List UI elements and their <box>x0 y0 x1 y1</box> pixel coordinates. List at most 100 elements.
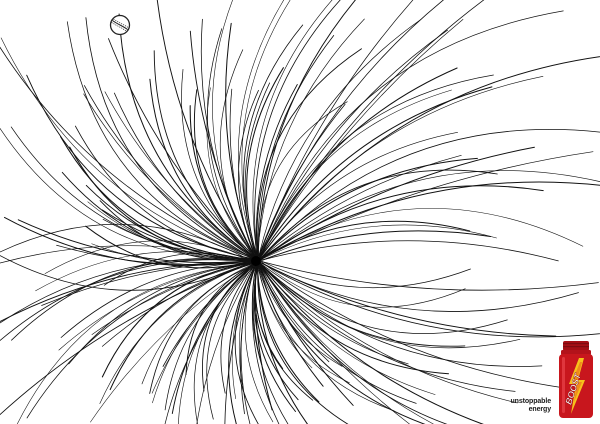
burst-line <box>259 154 462 260</box>
burst-line <box>69 146 254 260</box>
burst-line <box>258 19 422 258</box>
burst-line <box>193 89 255 257</box>
burst-line <box>0 262 253 416</box>
burst-line <box>238 89 259 258</box>
burst-line <box>256 263 320 403</box>
burst-line <box>189 105 256 260</box>
burst-line <box>234 263 259 424</box>
burst-line <box>0 223 252 262</box>
burst-line <box>257 263 313 369</box>
burst-line <box>257 263 354 406</box>
burst-line <box>101 262 254 347</box>
burst-line <box>83 93 254 259</box>
burst-line <box>257 263 324 387</box>
burst-line <box>118 13 255 258</box>
burst-line <box>257 208 584 262</box>
burst-line <box>26 261 255 419</box>
burst-line <box>109 262 254 391</box>
burst-line <box>91 243 253 266</box>
burst-line <box>99 200 253 261</box>
burst-line <box>220 263 256 394</box>
burst-line <box>257 74 494 260</box>
burst-line <box>256 18 365 259</box>
burst-line <box>259 263 484 424</box>
boost-jar-product-image: BOOST <box>559 341 593 418</box>
burst-line <box>181 68 256 260</box>
burst-line <box>257 220 471 262</box>
burst-line <box>259 264 435 424</box>
burst-line <box>255 84 298 259</box>
burst-line <box>164 264 255 411</box>
burst-line <box>258 261 576 390</box>
burst-line <box>258 261 600 338</box>
burst-line <box>0 37 253 259</box>
burst-line <box>259 262 516 392</box>
burst-line <box>259 169 498 261</box>
burst-line <box>260 263 448 424</box>
burst-line <box>259 264 395 412</box>
burst-line <box>259 89 452 259</box>
burst-line <box>85 225 255 269</box>
burst-line <box>238 0 285 257</box>
burst-line <box>207 28 256 258</box>
tagline-line-1: unstoppable <box>510 398 551 405</box>
burst-line <box>196 264 256 424</box>
burst-line <box>60 136 254 260</box>
burst-line <box>258 261 543 367</box>
burst-line <box>260 170 600 261</box>
burst-line <box>258 224 497 262</box>
burst-line <box>259 67 458 258</box>
burst-line <box>257 35 335 257</box>
burst-line <box>257 56 600 261</box>
tagline: unstoppable energy <box>510 398 551 414</box>
burst-line <box>258 0 485 259</box>
burst-line <box>149 265 253 394</box>
burst-line <box>4 216 252 266</box>
burst-line <box>171 262 256 414</box>
burst-line <box>0 127 252 259</box>
burst-line <box>141 263 254 385</box>
cricket-ball-icon <box>109 14 131 36</box>
burst-line <box>151 263 255 394</box>
burst-line <box>66 21 254 258</box>
burst-line <box>0 46 255 260</box>
burst-line <box>259 264 417 404</box>
burst-line <box>254 263 273 411</box>
burst-line <box>90 263 254 423</box>
burst-line <box>258 240 559 262</box>
burst-line <box>254 0 341 259</box>
burst-line <box>256 48 362 258</box>
burst-line <box>91 262 254 335</box>
burst-line <box>84 85 255 260</box>
burst-core <box>251 256 261 266</box>
burst-line <box>259 263 436 395</box>
burst-line <box>26 74 254 260</box>
burst-line <box>258 129 600 261</box>
burst-line <box>44 240 252 274</box>
burst-line <box>0 245 251 264</box>
burst-line <box>257 0 444 259</box>
burst-line <box>258 261 557 337</box>
burst-line <box>258 101 348 257</box>
burst-line <box>231 263 256 399</box>
burst-line <box>260 260 599 291</box>
burst-line <box>260 185 544 261</box>
burst-line <box>164 264 255 424</box>
burst-line <box>252 0 333 257</box>
burst-line <box>201 262 256 392</box>
burst-line <box>0 254 254 291</box>
burst-line <box>162 263 254 367</box>
burst-line <box>153 50 255 257</box>
burst-line <box>113 92 254 259</box>
burst-line <box>68 262 253 365</box>
burst-line <box>258 261 466 347</box>
burst-line <box>212 0 257 259</box>
burst-line <box>259 10 564 259</box>
burst-line <box>251 264 263 366</box>
burst-line <box>259 157 478 260</box>
burst-line <box>156 0 256 260</box>
burst-line <box>17 263 253 424</box>
burst-line <box>10 126 254 260</box>
